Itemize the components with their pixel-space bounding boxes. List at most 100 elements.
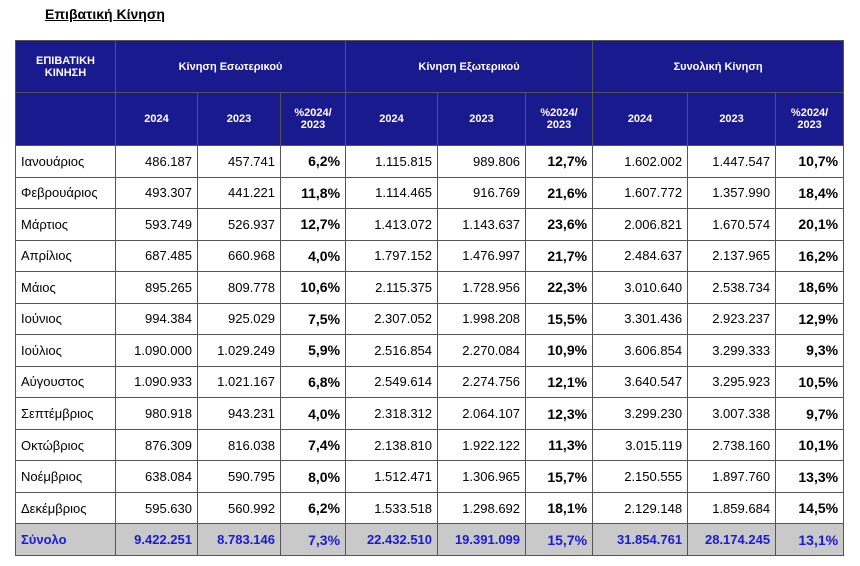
cell: 895.265 (115, 271, 198, 304)
cell: 816.038 (197, 428, 281, 462)
row-label: Δεκέμβριος (15, 491, 116, 525)
cell: 12,3% (525, 397, 594, 430)
cell: 10,5% (775, 365, 845, 399)
cell: 980.918 (115, 397, 198, 430)
cell: 11,3% (525, 428, 594, 462)
cell: 1.670.574 (687, 208, 777, 241)
cell: 31.854.761 (592, 523, 689, 556)
row-label: Μάρτιος (15, 208, 116, 241)
cell: 1.447.547 (687, 145, 777, 178)
cell: 943.231 (197, 397, 281, 430)
cell: 2.270.084 (437, 334, 527, 367)
cell: 1.922.122 (437, 428, 527, 462)
sub-header: 2023 (437, 92, 527, 146)
cell: 809.778 (197, 271, 281, 304)
cell: 10,7% (775, 145, 845, 178)
row-label: Ιούνιος (15, 302, 116, 336)
cell: 1.512.471 (345, 460, 439, 493)
cell: 6,2% (279, 491, 347, 525)
cell: 9.422.251 (115, 523, 198, 556)
cell: 12,1% (525, 365, 594, 399)
cell: 3.015.119 (592, 428, 689, 462)
group-header: Συνολική Κίνηση (592, 40, 845, 93)
cell: 2.538.734 (687, 271, 777, 304)
data-row: Ιούλιος 1.090.000 1.029.249 5,9% 2.516.854 2.… (15, 334, 845, 367)
cell: 8.783.146 (197, 523, 281, 556)
cell: 1.115.815 (345, 145, 439, 178)
cell: 10,9% (525, 334, 594, 367)
cell: 2.129.148 (592, 491, 689, 525)
row-label: Οκτώβριος (15, 428, 116, 462)
cell: 3.301.436 (592, 302, 689, 336)
sub-header: %2024/ 2023 (525, 92, 594, 146)
cell: 486.187 (115, 145, 198, 178)
cell: 590.795 (197, 460, 281, 493)
row-label: Ιούλιος (15, 334, 116, 367)
cell: 560.992 (197, 491, 281, 525)
total-row: Σύνολο 9.422.251 8.783.146 7,3% 22.432.510 19… (15, 523, 845, 556)
cell: 2.006.821 (592, 208, 689, 241)
cell: 3.640.547 (592, 365, 689, 399)
group-header: Κίνηση Εσωτερικού (114, 40, 347, 93)
cell: 1.797.152 (345, 239, 439, 273)
cell: 916.769 (437, 176, 527, 210)
sub-header: 2023 (687, 92, 777, 146)
data-row: Αύγουστος 1.090.933 1.021.167 6,8% 2.549.614… (15, 365, 845, 399)
group-header: ΕΠΙΒΑΤΙΚΗ ΚΙΝΗΣΗ (15, 40, 116, 93)
data-row: Οκτώβριος 876.309 816.038 7,4% 2.138.810 1.92… (15, 428, 845, 462)
cell: 4,0% (279, 397, 347, 430)
cell: 2.923.237 (687, 302, 777, 336)
cell: 4,0% (279, 239, 347, 273)
cell: 1.607.772 (592, 176, 689, 210)
row-label: Αύγουστος (15, 365, 116, 399)
cell: 3.299.230 (592, 397, 689, 430)
data-row: Δεκέμβριος 595.630 560.992 6,2% 1.533.518 1.2… (15, 491, 845, 525)
cell: 2.549.614 (345, 365, 439, 399)
cell: 2.064.107 (437, 397, 527, 430)
sub-header: %2024/ 2023 (279, 92, 347, 146)
cell: 18,1% (525, 491, 594, 525)
cell: 7,5% (279, 302, 347, 336)
cell: 660.968 (197, 239, 281, 273)
title: Επιβατική Κίνηση (45, 6, 165, 22)
cell: 2.738.160 (687, 428, 777, 462)
cell: 2.307.052 (345, 302, 439, 336)
cell: 21,7% (525, 239, 594, 273)
data-row: Μάρτιος 593.749 526.937 12,7% 1.413.072 1.143… (15, 208, 845, 241)
cell: 1.114.465 (345, 176, 439, 210)
cell: 15,7% (525, 460, 594, 493)
cell: 2.150.555 (592, 460, 689, 493)
cell: 15,5% (525, 302, 594, 336)
cell: 28.174.245 (687, 523, 777, 556)
cell: 2.516.854 (345, 334, 439, 367)
cell: 22.432.510 (345, 523, 439, 556)
cell: 3.007.338 (687, 397, 777, 430)
cell: 3.606.854 (592, 334, 689, 367)
cell: 595.630 (115, 491, 198, 525)
cell: 7,3% (279, 523, 347, 556)
cell: 5,9% (279, 334, 347, 367)
cell: 3.010.640 (592, 271, 689, 304)
cell: 10,1% (775, 428, 845, 462)
cell: 1.090.933 (115, 365, 198, 399)
row-label: Ιανουάριος (15, 145, 116, 178)
data-row: Φεβρουάριος 493.307 441.221 11,8% 1.114.465 9… (15, 176, 845, 210)
cell: 2.274.756 (437, 365, 527, 399)
cell: 526.937 (197, 208, 281, 241)
cell: 593.749 (115, 208, 198, 241)
cell: 12,9% (775, 302, 845, 336)
cell: 7,4% (279, 428, 347, 462)
cell: 1.306.965 (437, 460, 527, 493)
cell: 3.299.333 (687, 334, 777, 367)
row-label: Μάιος (15, 271, 116, 304)
cell: 18,6% (775, 271, 845, 304)
cell: 20,1% (775, 208, 845, 241)
cell: 2.115.375 (345, 271, 439, 304)
cell: 1.998.208 (437, 302, 527, 336)
cell: 2.318.312 (345, 397, 439, 430)
data-row: Νοέμβριος 638.084 590.795 8,0% 1.512.471 1.30… (15, 460, 845, 493)
cell: 457.741 (197, 145, 281, 178)
data-row: Μάιος 895.265 809.778 10,6% 2.115.375 1.728.9… (15, 271, 845, 304)
cell: 1.021.167 (197, 365, 281, 399)
traffic-table: ΕΠΙΒΑΤΙΚΗ ΚΙΝΗΣΗ Κίνηση Εσωτερικού Κίνηση … (15, 40, 845, 556)
